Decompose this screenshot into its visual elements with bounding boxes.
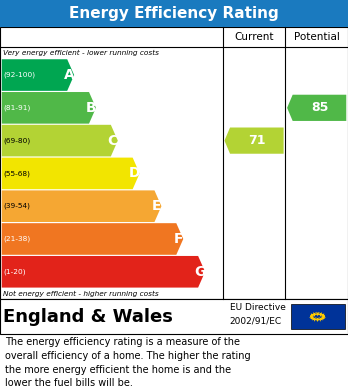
- Polygon shape: [312, 317, 317, 322]
- Text: (21-38): (21-38): [4, 236, 31, 242]
- Text: E: E: [151, 199, 161, 213]
- Polygon shape: [321, 316, 325, 321]
- Text: EU Directive: EU Directive: [230, 303, 286, 312]
- Text: G: G: [194, 265, 206, 279]
- Polygon shape: [2, 223, 183, 255]
- Text: (39-54): (39-54): [4, 203, 31, 210]
- Polygon shape: [312, 312, 317, 317]
- Text: (81-91): (81-91): [4, 104, 31, 111]
- Polygon shape: [321, 314, 326, 319]
- Text: C: C: [108, 134, 118, 148]
- Polygon shape: [309, 314, 314, 319]
- Text: (69-80): (69-80): [4, 137, 31, 144]
- Polygon shape: [2, 158, 140, 189]
- Bar: [0, 299, 348, 334]
- Text: D: D: [129, 167, 140, 180]
- Text: Very energy efficient - lower running costs: Very energy efficient - lower running co…: [3, 50, 159, 56]
- Text: Not energy efficient - higher running costs: Not energy efficient - higher running co…: [3, 291, 159, 297]
- Text: (1-20): (1-20): [4, 269, 26, 275]
- Polygon shape: [310, 313, 315, 318]
- Text: B: B: [86, 101, 96, 115]
- Polygon shape: [321, 313, 325, 318]
- Polygon shape: [315, 312, 320, 317]
- Polygon shape: [318, 312, 323, 317]
- Polygon shape: [287, 95, 346, 121]
- Polygon shape: [2, 59, 74, 91]
- Polygon shape: [2, 92, 96, 124]
- Polygon shape: [2, 190, 161, 222]
- Text: Potential: Potential: [294, 32, 340, 42]
- Bar: [0, 0, 348, 27]
- Text: (55-68): (55-68): [4, 170, 31, 177]
- Polygon shape: [315, 317, 320, 322]
- Polygon shape: [318, 317, 323, 322]
- Bar: [291, 304, 345, 329]
- Text: The energy efficiency rating is a measure of the
overall efficiency of a home. T: The energy efficiency rating is a measur…: [5, 337, 251, 388]
- Text: (92-100): (92-100): [4, 72, 36, 78]
- Text: Energy Efficiency Rating: Energy Efficiency Rating: [69, 6, 279, 21]
- Text: 71: 71: [248, 134, 266, 147]
- Polygon shape: [2, 125, 118, 156]
- Text: A: A: [64, 68, 74, 82]
- Text: 85: 85: [311, 101, 328, 114]
- Text: England & Wales: England & Wales: [3, 308, 173, 326]
- Polygon shape: [2, 256, 205, 288]
- Bar: [0, 27, 348, 299]
- Text: Current: Current: [234, 32, 274, 42]
- Polygon shape: [224, 127, 284, 154]
- Text: 2002/91/EC: 2002/91/EC: [230, 316, 282, 325]
- Text: F: F: [173, 232, 183, 246]
- Polygon shape: [310, 316, 315, 321]
